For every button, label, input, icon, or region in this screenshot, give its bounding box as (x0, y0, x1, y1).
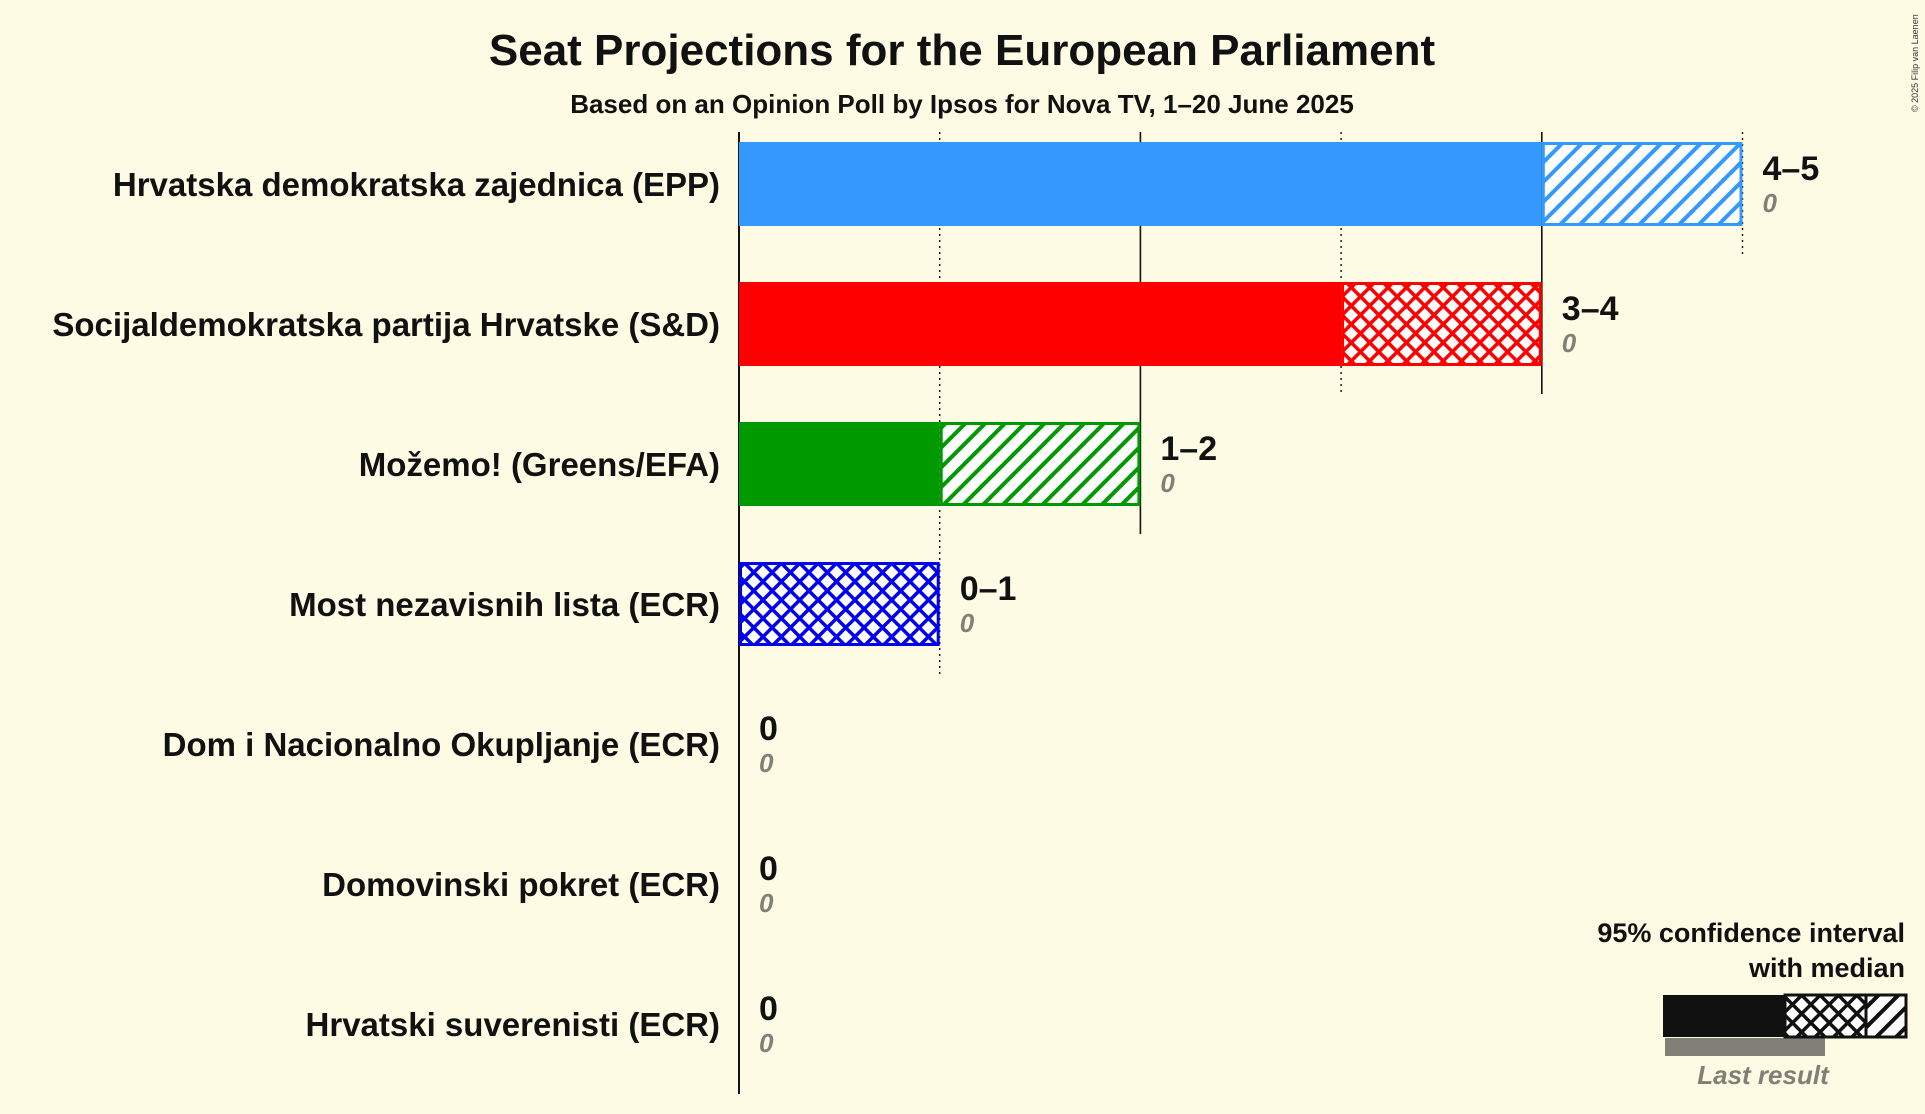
last-result-label: 0 (759, 748, 774, 778)
party-label: Most nezavisnih lista (ECR) (289, 586, 720, 623)
last-result-label: 0 (960, 608, 975, 638)
party-row: Socijaldemokratska partija Hrvatske (S&D… (52, 282, 1619, 366)
last-result-label: 0 (759, 1028, 774, 1058)
party-label: Možemo! (Greens/EFA) (359, 446, 720, 483)
last-result-label: 0 (1763, 188, 1778, 218)
range-label: 4–5 (1763, 150, 1820, 188)
range-label: 0 (759, 990, 778, 1028)
party-label: Socijaldemokratska partija Hrvatske (S&D… (52, 306, 720, 343)
party-label: Hrvatski suverenisti (ECR) (306, 1006, 720, 1043)
party-label: Domovinski pokret (ECR) (322, 866, 720, 903)
legend: 95% confidence interval with median Last… (1597, 918, 1908, 1090)
party-row: Most nezavisnih lista (ECR) 0–10 (289, 562, 1017, 646)
party-label: Hrvatska demokratska zajednica (EPP) (113, 166, 720, 203)
last-result-label: 0 (1160, 468, 1175, 498)
legend-solid (1663, 995, 1785, 1037)
bar-stripes (939, 422, 1141, 506)
legend-last-result-bar (1665, 1038, 1825, 1056)
legend-title-line2: with median (1748, 953, 1905, 983)
copyright: © 2025 Filip van Laenen (1910, 14, 1920, 112)
range-label: 0–1 (960, 570, 1017, 608)
legend-stripes (1864, 993, 1908, 1039)
bar-stripes (1541, 142, 1743, 226)
range-label: 0 (759, 850, 778, 888)
party-row: Hrvatska demokratska zajednica (EPP) 4–50 (113, 142, 1819, 226)
party-label: Dom i Nacionalno Okupljanje (ECR) (163, 726, 720, 763)
bar-solid (739, 282, 1342, 366)
last-result-label: 0 (1562, 328, 1577, 358)
chart-title: Seat Projections for the European Parlia… (489, 26, 1436, 75)
party-row: Hrvatski suverenisti (ECR) 00 (306, 990, 778, 1058)
legend-title-line1: 95% confidence interval (1597, 918, 1905, 948)
bar-crosshatch (1341, 282, 1542, 366)
range-label: 0 (759, 710, 778, 748)
party-row: Dom i Nacionalno Okupljanje (ECR) 00 (163, 710, 778, 778)
bar-solid (739, 142, 1542, 226)
legend-last-result-label: Last result (1697, 1060, 1830, 1090)
party-row: Možemo! (Greens/EFA) 1–20 (359, 422, 1217, 506)
chart-subtitle: Based on an Opinion Poll by Ipsos for No… (570, 89, 1354, 119)
bar-crosshatch (739, 562, 940, 646)
last-result-label: 0 (759, 888, 774, 918)
range-label: 1–2 (1160, 430, 1217, 468)
party-row: Domovinski pokret (ECR) 00 (322, 850, 778, 918)
range-label: 3–4 (1562, 290, 1619, 328)
legend-crosshatch (1783, 993, 1868, 1039)
bar-solid (739, 422, 940, 506)
